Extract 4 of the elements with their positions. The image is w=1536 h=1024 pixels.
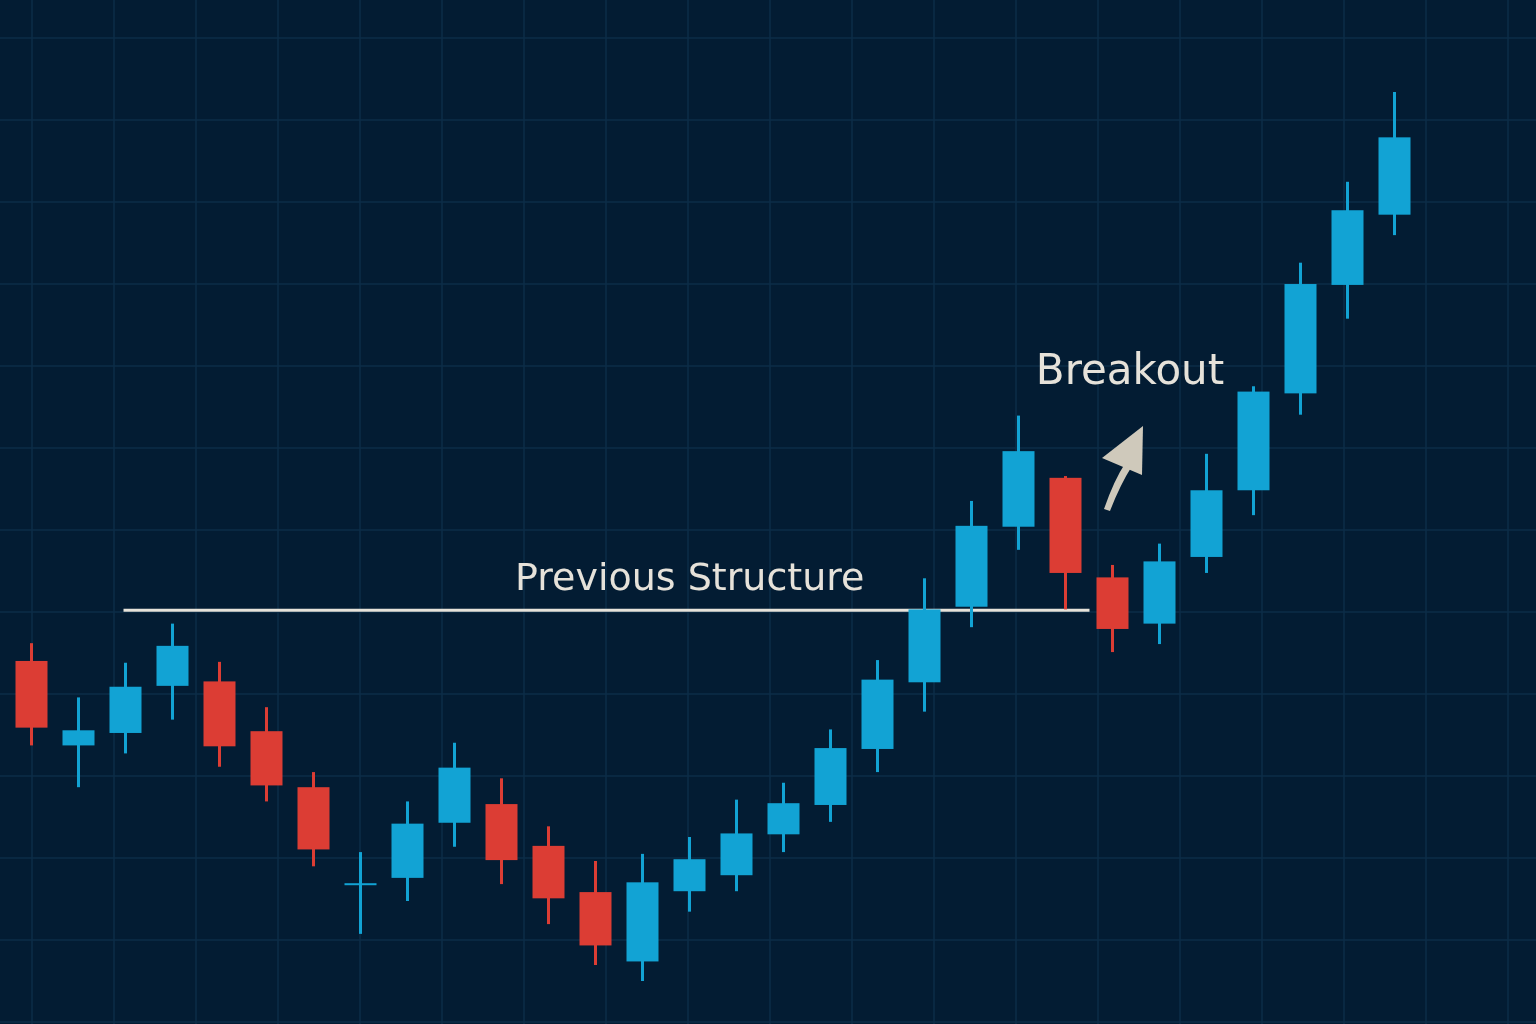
candlestick: [344, 852, 377, 934]
annotation: Breakout: [1035, 345, 1225, 394]
ref-line-label: Previous Structure: [515, 555, 865, 600]
candlestick: [62, 697, 95, 789]
